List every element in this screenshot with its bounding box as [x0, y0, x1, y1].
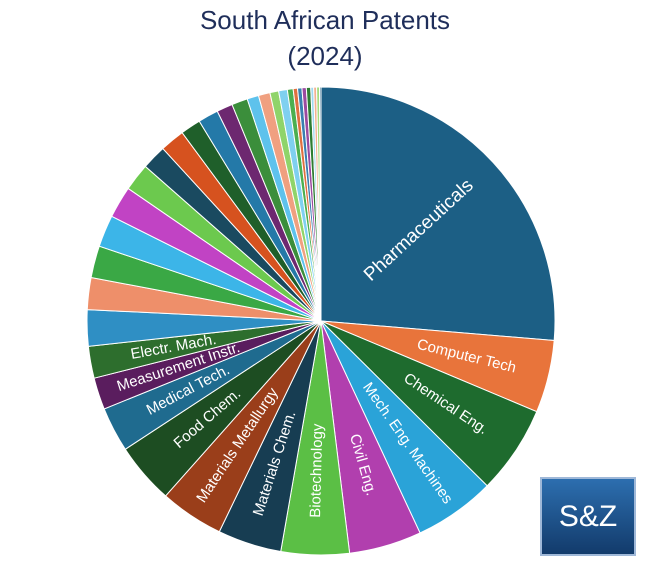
logo-text: S&Z — [559, 500, 617, 533]
chart-subtitle: (2024) — [287, 41, 362, 71]
chart: South African Patents (2024) S&Z Pharmac… — [0, 0, 650, 568]
logo: S&Z — [541, 478, 635, 555]
chart-title: South African Patents — [200, 5, 450, 35]
slice-label: Biotechnology — [307, 423, 326, 518]
